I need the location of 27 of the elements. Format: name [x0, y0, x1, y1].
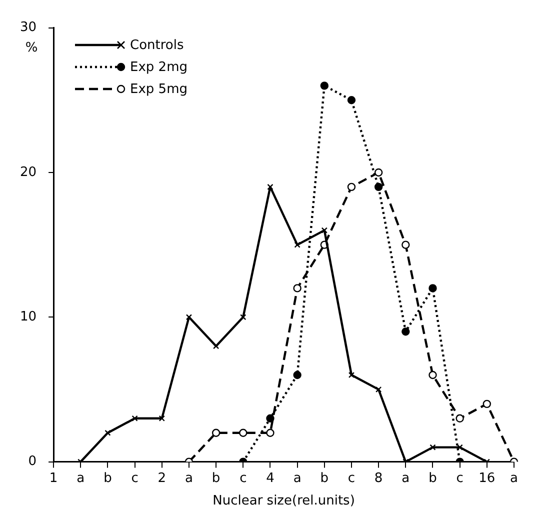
- x-tick-label: 16: [478, 470, 496, 486]
- x-tick-label: b: [428, 470, 437, 486]
- x-axis-title: Nuclear size(rel.units): [212, 494, 355, 509]
- x-tick-label: a: [293, 470, 302, 486]
- x-tick-label: b: [212, 470, 220, 486]
- x-tick-label: c: [348, 470, 356, 486]
- legend-label: Controls: [130, 38, 184, 52]
- x-tick-label: 4: [266, 470, 274, 486]
- y-tick-label: 30: [20, 20, 37, 36]
- x-tick-label: a: [76, 470, 85, 486]
- x-tick-label: c: [240, 470, 247, 486]
- x-tick-label: b: [320, 470, 329, 486]
- x-tick-label: a: [510, 470, 518, 486]
- x-tick-label: c: [131, 470, 138, 486]
- x-tick-label: 1: [49, 470, 58, 486]
- y-tick-label: 0: [28, 454, 37, 470]
- x-tick-label: 8: [374, 470, 383, 486]
- legend-label: Exp 5mg: [130, 82, 188, 96]
- x-tick-label: b: [104, 470, 112, 486]
- x-tick-label: a: [402, 470, 410, 486]
- x-tick-label: c: [456, 470, 464, 486]
- y-tick-label: 20: [20, 164, 37, 180]
- y-axis-title: %: [25, 40, 38, 56]
- y-tick-label: 10: [20, 310, 37, 325]
- x-tick-label: a: [184, 470, 193, 486]
- legend-label: Exp 2mg: [130, 60, 188, 74]
- x-tick-label: 2: [158, 470, 166, 486]
